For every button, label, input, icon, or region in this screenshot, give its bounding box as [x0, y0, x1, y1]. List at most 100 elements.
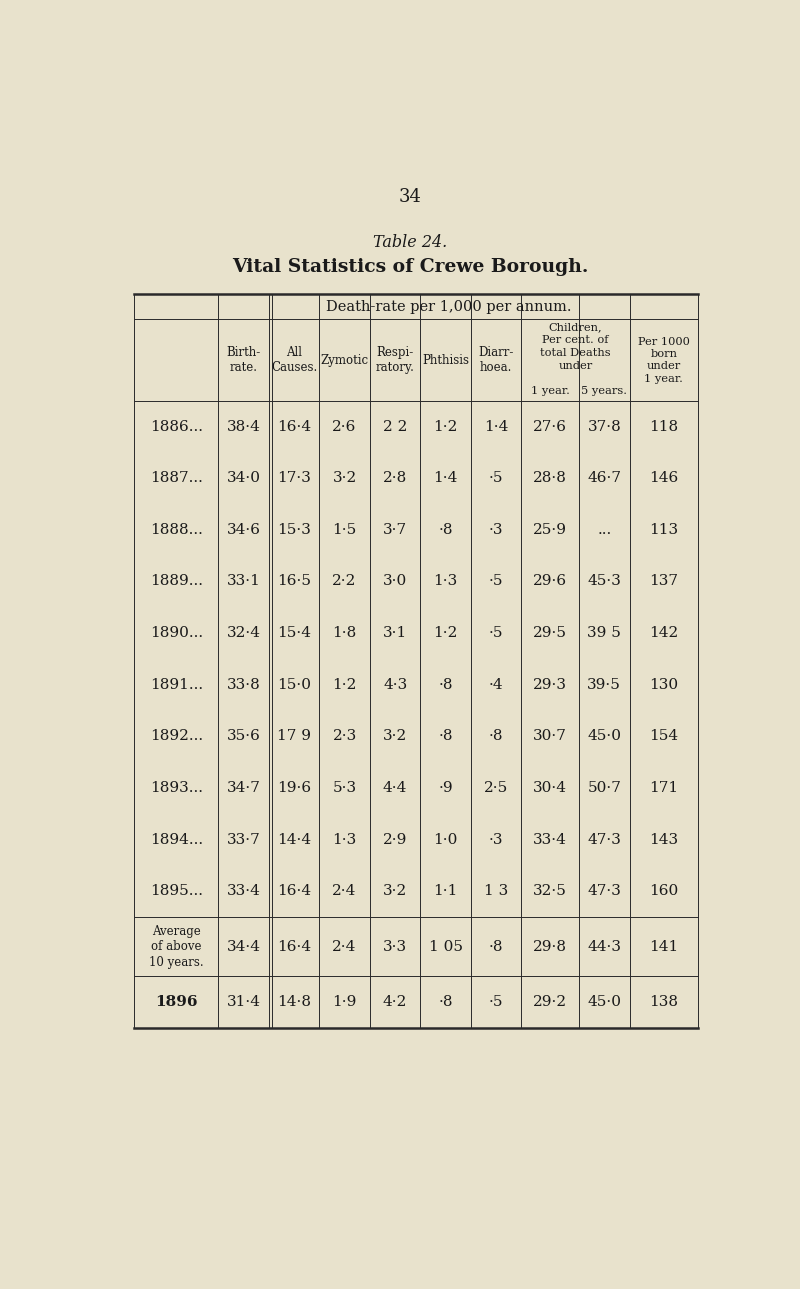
Text: under: under [558, 361, 593, 371]
Text: 137: 137 [650, 575, 678, 589]
Text: 17·3: 17·3 [277, 472, 311, 485]
Text: 118: 118 [650, 420, 678, 433]
Text: Children,: Children, [549, 322, 602, 333]
Text: 1·4: 1·4 [484, 420, 508, 433]
Text: 1895...: 1895... [150, 884, 202, 898]
Text: 33·1: 33·1 [226, 575, 261, 589]
Text: ·5: ·5 [489, 575, 503, 589]
Text: Vital Statistics of Crewe Borough.: Vital Statistics of Crewe Borough. [232, 258, 588, 276]
Text: 39 5: 39 5 [587, 626, 622, 641]
Text: 146: 146 [650, 472, 678, 485]
Text: 33·7: 33·7 [226, 833, 261, 847]
Text: Respi-
ratory.: Respi- ratory. [376, 345, 414, 374]
Text: 1 3: 1 3 [484, 884, 508, 898]
Text: 3·2: 3·2 [383, 884, 407, 898]
Text: 45·0: 45·0 [587, 995, 622, 1009]
Text: 28·8: 28·8 [534, 472, 567, 485]
Text: 34·0: 34·0 [226, 472, 261, 485]
Text: 4·2: 4·2 [383, 995, 407, 1009]
Text: 5 years.: 5 years. [582, 385, 627, 396]
Text: 39·5: 39·5 [587, 678, 622, 692]
Text: ·3: ·3 [489, 833, 503, 847]
Text: 3·1: 3·1 [383, 626, 407, 641]
Text: 142: 142 [650, 626, 678, 641]
Text: 1 05: 1 05 [429, 940, 462, 954]
Text: 2·4: 2·4 [333, 884, 357, 898]
Text: ...: ... [597, 523, 611, 536]
Text: 33·8: 33·8 [226, 678, 261, 692]
Text: Table 24.: Table 24. [373, 235, 447, 251]
Text: ·5: ·5 [489, 626, 503, 641]
Text: 29·2: 29·2 [533, 995, 567, 1009]
Text: 29·5: 29·5 [534, 626, 567, 641]
Text: 16·4: 16·4 [277, 940, 311, 954]
Text: Per 1000
born
under
1 year.: Per 1000 born under 1 year. [638, 336, 690, 384]
Text: 44·3: 44·3 [587, 940, 622, 954]
Text: 1·3: 1·3 [434, 575, 458, 589]
Text: 17 9: 17 9 [277, 730, 311, 744]
Text: 1·4: 1·4 [434, 472, 458, 485]
Text: 46·7: 46·7 [587, 472, 622, 485]
Text: 1·2: 1·2 [434, 626, 458, 641]
Text: ·5: ·5 [489, 472, 503, 485]
Text: 33·4: 33·4 [534, 833, 567, 847]
Text: total Deaths: total Deaths [540, 348, 611, 358]
Text: 1894...: 1894... [150, 833, 202, 847]
Text: 15·3: 15·3 [277, 523, 311, 536]
Text: 3·2: 3·2 [333, 472, 357, 485]
Text: ·8: ·8 [438, 995, 453, 1009]
Text: 1·2: 1·2 [434, 420, 458, 433]
Text: 25·9: 25·9 [534, 523, 567, 536]
Text: 130: 130 [650, 678, 678, 692]
Text: All
Causes.: All Causes. [271, 345, 318, 374]
Text: Death-rate per 1,000 per annum.: Death-rate per 1,000 per annum. [326, 299, 572, 313]
Text: 35·6: 35·6 [226, 730, 261, 744]
Text: 2·4: 2·4 [333, 940, 357, 954]
Text: 19·6: 19·6 [277, 781, 311, 795]
Text: Phthisis: Phthisis [422, 353, 469, 366]
Text: 1·0: 1·0 [434, 833, 458, 847]
Text: 33·4: 33·4 [226, 884, 261, 898]
Text: 1892...: 1892... [150, 730, 202, 744]
Text: 1 year.: 1 year. [530, 385, 570, 396]
Text: 3·3: 3·3 [383, 940, 407, 954]
Text: 16·4: 16·4 [277, 420, 311, 433]
Text: ·8: ·8 [438, 730, 453, 744]
Text: ·5: ·5 [489, 995, 503, 1009]
Text: 29·6: 29·6 [533, 575, 567, 589]
Text: 1893...: 1893... [150, 781, 202, 795]
Text: 30·7: 30·7 [534, 730, 567, 744]
Text: ·8: ·8 [489, 940, 503, 954]
Text: 34·4: 34·4 [226, 940, 261, 954]
Text: Per cent. of: Per cent. of [542, 335, 609, 345]
Text: 3·0: 3·0 [383, 575, 407, 589]
Text: 5·3: 5·3 [333, 781, 357, 795]
Text: 1889...: 1889... [150, 575, 202, 589]
Text: 1·2: 1·2 [333, 678, 357, 692]
Text: 2·6: 2·6 [333, 420, 357, 433]
Text: 2·2: 2·2 [333, 575, 357, 589]
Text: 1888...: 1888... [150, 523, 202, 536]
Text: 160: 160 [650, 884, 678, 898]
Text: 37·8: 37·8 [587, 420, 621, 433]
Text: 2·9: 2·9 [383, 833, 407, 847]
Text: 15·4: 15·4 [277, 626, 311, 641]
Text: 45·3: 45·3 [587, 575, 622, 589]
Text: 14·8: 14·8 [277, 995, 311, 1009]
Text: 30·4: 30·4 [534, 781, 567, 795]
Text: 50·7: 50·7 [587, 781, 622, 795]
Text: 3·7: 3·7 [383, 523, 407, 536]
Text: 34·6: 34·6 [226, 523, 261, 536]
Text: 1·8: 1·8 [333, 626, 357, 641]
Text: 14·4: 14·4 [277, 833, 311, 847]
Text: 31·4: 31·4 [226, 995, 261, 1009]
Text: 16·5: 16·5 [277, 575, 311, 589]
Text: 38·4: 38·4 [226, 420, 261, 433]
Text: ·8: ·8 [438, 523, 453, 536]
Text: 32·4: 32·4 [226, 626, 261, 641]
Text: 2·5: 2·5 [484, 781, 508, 795]
Text: 29·3: 29·3 [534, 678, 567, 692]
Text: 34·7: 34·7 [226, 781, 261, 795]
Text: 2·3: 2·3 [333, 730, 357, 744]
Text: Average
of above
10 years.: Average of above 10 years. [149, 924, 203, 969]
